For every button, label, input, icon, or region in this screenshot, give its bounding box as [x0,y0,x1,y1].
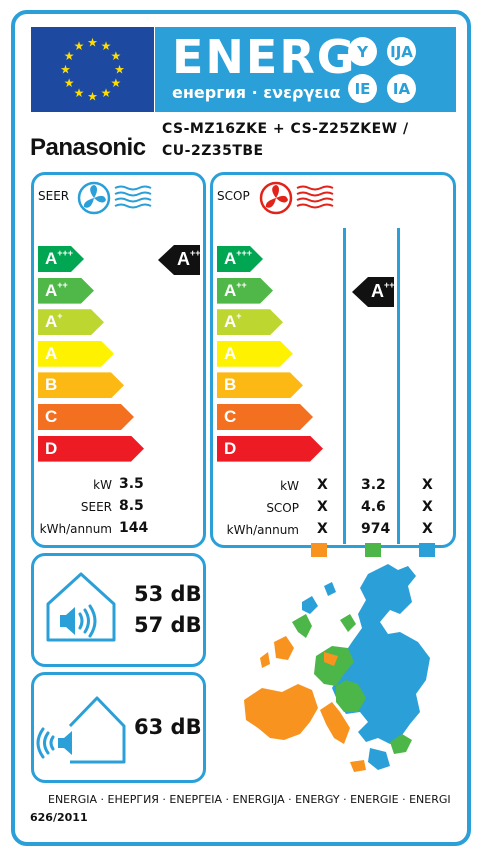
scop-rating-plus: ++ [384,280,395,290]
scop-kw-warmer: X [422,477,433,493]
seer-class-arrow: A+ [38,309,104,335]
seer-title: SEER [38,189,70,203]
eu-flag-icon: ★ ★ ★ ★ ★ ★ ★ ★ ★ ★ ★ ★ [31,27,154,112]
indoor-sound-icon [44,568,118,648]
seer-class-plus: +++ [57,248,74,258]
scop-kwh-warmer: X [422,521,433,537]
scop-class-plus: + [236,311,242,322]
scop-class-label: A [224,343,237,363]
scop-scop-average: 4.6 [361,499,386,515]
scop-kw-average: 3.2 [361,477,386,493]
outdoor-noise: 63 dB [134,715,202,739]
brand-name: Panasonic [30,134,146,161]
scop-class-label: A+++ [224,248,253,268]
eu-star-icon: ★ [114,63,125,77]
seer-class-arrow: C [38,404,134,430]
scop-kw-colder: X [317,477,328,493]
lang-code-y: Y [348,37,377,66]
scop-class-plus: +++ [236,248,253,258]
indoor-noise-2: 57 dB [134,613,202,637]
seer-class-plus: ++ [57,279,68,290]
zone-colder-swatch [311,543,327,557]
zone-warmer-swatch [419,543,435,557]
scop-class-plus: ++ [236,279,247,290]
scop-class-label: B [224,375,237,395]
eu-star-icon: ★ [110,76,121,90]
scop-kwh-average: 974 [361,521,391,537]
seer-class-label: A [45,343,58,363]
scop-class-label: A+ [224,311,242,332]
scop-class-arrow: D [217,436,323,462]
energy-title: ENERG [172,30,357,84]
indoor-noise-panel [31,553,206,667]
lang-code-ie: IE [348,74,377,103]
eu-star-icon: ★ [64,49,75,63]
seer-class-label: C [45,407,58,426]
seer-class-label: A+++ [45,248,74,268]
outdoor-sound-icon [36,690,126,770]
model-line-1: CS-MZ16ZKE + CS-Z25ZKEW / [162,121,409,137]
seer-row-value-kw: 3.5 [119,476,144,492]
regulation-number: 626/2011 [30,811,88,824]
eu-star-icon: ★ [64,76,75,90]
seer-row-label-kw: kW [93,478,112,492]
eu-star-icon: ★ [60,63,71,77]
scop-class-arrow: B [217,372,303,398]
scop-rating-letter: A [371,281,384,301]
eu-star-icon: ★ [74,86,85,100]
scop-class-arrow: C [217,404,313,430]
scop-scop-colder: X [317,499,328,515]
seer-row-label-kwh: kWh/annum [39,522,112,536]
lang-code-ia: IA [387,74,416,103]
scop-scop-warmer: X [422,499,433,515]
scop-panel [210,172,456,548]
scop-kwh-colder: X [317,521,328,537]
scop-row-label-kwh: kWh/annum [226,523,299,537]
eu-star-icon: ★ [101,39,112,53]
scop-class-arrow: A [217,341,293,367]
seer-class-arrow: A++ [38,278,94,304]
scop-divider-2 [397,228,400,544]
seer-class-label: A+ [45,311,63,332]
seer-row-label-seer: SEER [80,500,112,514]
label-frame [11,10,471,846]
energy-subtitle: енергия · ενεργεια [172,83,341,102]
eu-star-icon: ★ [87,36,98,50]
scop-class-arrow: A++ [217,278,273,304]
seer-rating-plus: +++ [190,248,206,258]
seer-class-label: A++ [45,279,68,300]
seer-class-arrow: A [38,341,114,367]
energy-words-footer: ENERGIA · ЕНЕРГИЯ · ΕΝΕΡΓΕΙΑ · ENERGIJA … [48,793,451,806]
outdoor-noise-panel [31,672,206,783]
fan-cooling-icon [77,180,155,220]
seer-class-label: D [45,438,58,458]
seer-rating-letter: A [177,249,190,269]
eu-star-icon: ★ [101,86,112,100]
eu-star-icon: ★ [87,90,98,104]
lang-code-ija: IJA [387,37,416,66]
scop-row-label-kw: kW [280,479,299,493]
seer-row-value-kwh: 144 [119,520,149,536]
scop-row-label-scop: SCOP [266,501,299,515]
eu-star-icon: ★ [110,49,121,63]
seer-class-label: B [45,375,58,395]
scop-title: SCOP [217,189,250,203]
scop-class-label: D [224,438,237,458]
scop-class-label: A++ [224,279,247,300]
scop-class-arrow: A+ [217,309,283,335]
seer-row-value-seer: 8.5 [119,498,144,514]
seer-class-plus: + [57,311,63,322]
indoor-noise-1: 53 dB [134,582,202,606]
eu-star-icon: ★ [74,39,85,53]
fan-heating-icon [259,180,337,220]
scop-divider-1 [343,228,346,544]
model-line-2: CU-2Z35TBE [162,143,264,159]
scop-class-label: C [224,407,237,426]
europe-climate-map-icon [240,562,436,786]
seer-panel [31,172,206,548]
seer-class-arrow: B [38,372,124,398]
seer-class-arrow: D [38,436,144,462]
zone-average-swatch [365,543,381,557]
